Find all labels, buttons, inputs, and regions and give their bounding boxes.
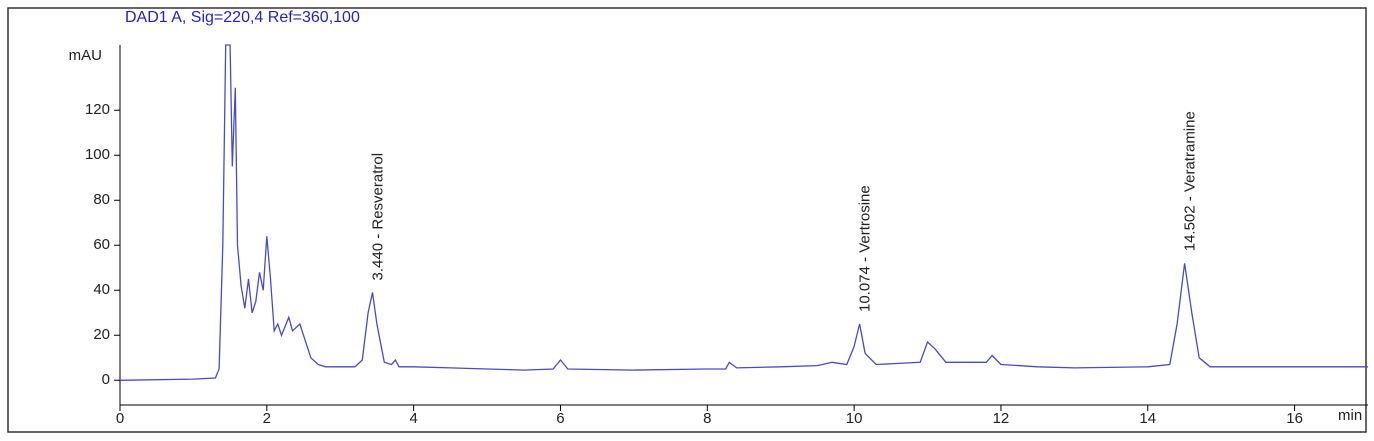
y-tick-label: 0 — [102, 371, 110, 388]
x-tick-label: 2 — [263, 410, 271, 427]
peak-label: 10.074 - Vertrosine — [857, 185, 874, 312]
y-tick-label: 40 — [93, 281, 110, 298]
x-tick-label: 8 — [703, 410, 711, 427]
frame — [7, 7, 1367, 433]
y-tick-label: 80 — [93, 191, 110, 208]
peak-label: 14.502 - Veratramine — [1182, 111, 1199, 251]
y-tick-label: 120 — [85, 101, 110, 118]
trace — [119, 44, 1368, 381]
x-tick-label: 10 — [846, 410, 863, 427]
x-axis-label: min — [1338, 407, 1362, 424]
chart-title: DAD1 A, Sig=220,4 Ref=360,100 — [125, 9, 360, 26]
y-tick-label: 60 — [93, 236, 110, 253]
y-tick-label: 100 — [85, 146, 110, 163]
y-axis-label: mAU — [69, 47, 102, 64]
x-tick-label: 14 — [1139, 410, 1156, 427]
peak-label: 3.440 - Resveratrol — [370, 153, 387, 281]
x-tick-label: 0 — [116, 410, 124, 427]
x-tick-label: 16 — [1286, 410, 1303, 427]
y-tick-label: 20 — [93, 326, 110, 343]
x-tick-label: 12 — [993, 410, 1010, 427]
x-tick-label: 6 — [556, 410, 564, 427]
x-tick-label: 4 — [409, 410, 417, 427]
